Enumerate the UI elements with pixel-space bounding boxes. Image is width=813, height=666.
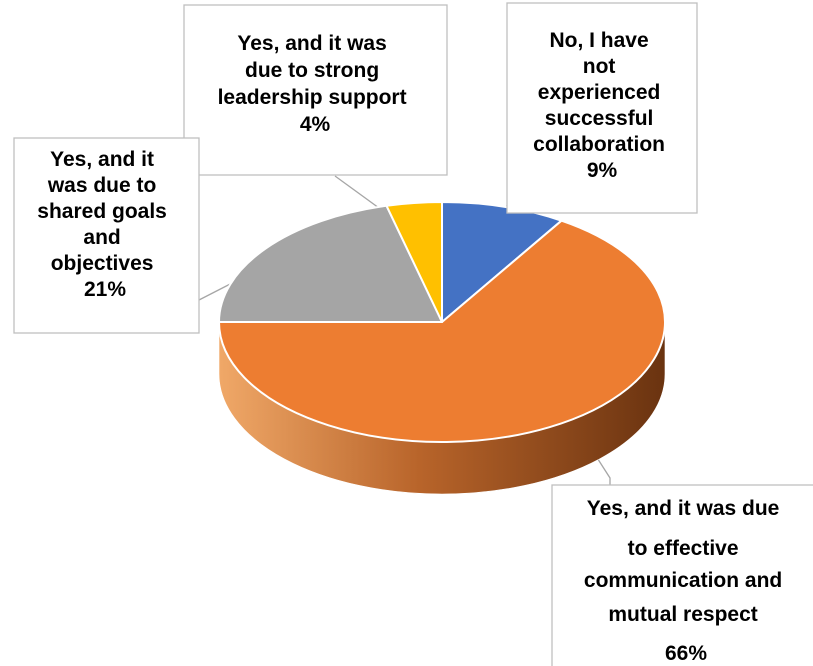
callout-text-21: Yes, and it was due to shared goals and …	[37, 148, 172, 301]
callout-text-9: No, I have not experienced successful co…	[533, 29, 671, 182]
callout-text-4: Yes, and it was due to strong leadership…	[218, 32, 413, 136]
callout-percent: 9%	[587, 159, 618, 182]
callout-line: No, I have	[549, 29, 648, 52]
callout-percent: 4%	[300, 113, 331, 136]
callout-line: due to strong	[245, 59, 379, 82]
data-label-66: Yes, and it was due to effective communi…	[551, 484, 813, 666]
data-label-4: Yes, and it was due to strong leadership…	[183, 4, 448, 176]
callout-percent: 66%	[665, 642, 707, 665]
callout-box-9	[506, 2, 698, 214]
callout-line: to effective	[628, 537, 739, 560]
callout-line: Yes, and it was due	[587, 497, 780, 520]
callout-line: successful	[545, 107, 654, 130]
callout-line: Yes, and it was	[237, 32, 386, 55]
callout-text-66: Yes, and it was due to effective communi…	[584, 497, 788, 665]
pie-slices	[218, 201, 666, 443]
callout-line: Yes, and it	[50, 148, 154, 171]
callout-line: not	[583, 55, 616, 78]
callout-box-66	[551, 484, 813, 666]
callout-line: objectives	[51, 252, 154, 275]
pie-slice-66-pct	[218, 219, 666, 443]
callout-box-21	[13, 137, 200, 334]
callout-line: experienced	[538, 81, 661, 104]
pie-slice-4-pct	[385, 201, 443, 323]
data-label-9: No, I have not experienced successful co…	[506, 2, 698, 214]
data-label-21: Yes, and it was due to shared goals and …	[13, 137, 200, 334]
callout-line: leadership support	[218, 86, 407, 109]
callout-line: mutual respect	[608, 603, 757, 626]
callout-line: collaboration	[533, 133, 665, 156]
callout-line: communication and	[584, 569, 782, 592]
callout-line: and	[83, 226, 120, 249]
callout-line: was due to	[47, 174, 157, 197]
callout-line: shared goals	[37, 200, 167, 223]
callout-box-4	[183, 4, 448, 176]
pie-slice-9-pct	[441, 201, 563, 323]
pie-slice-21-pct	[218, 204, 443, 323]
callout-percent: 21%	[84, 278, 126, 301]
